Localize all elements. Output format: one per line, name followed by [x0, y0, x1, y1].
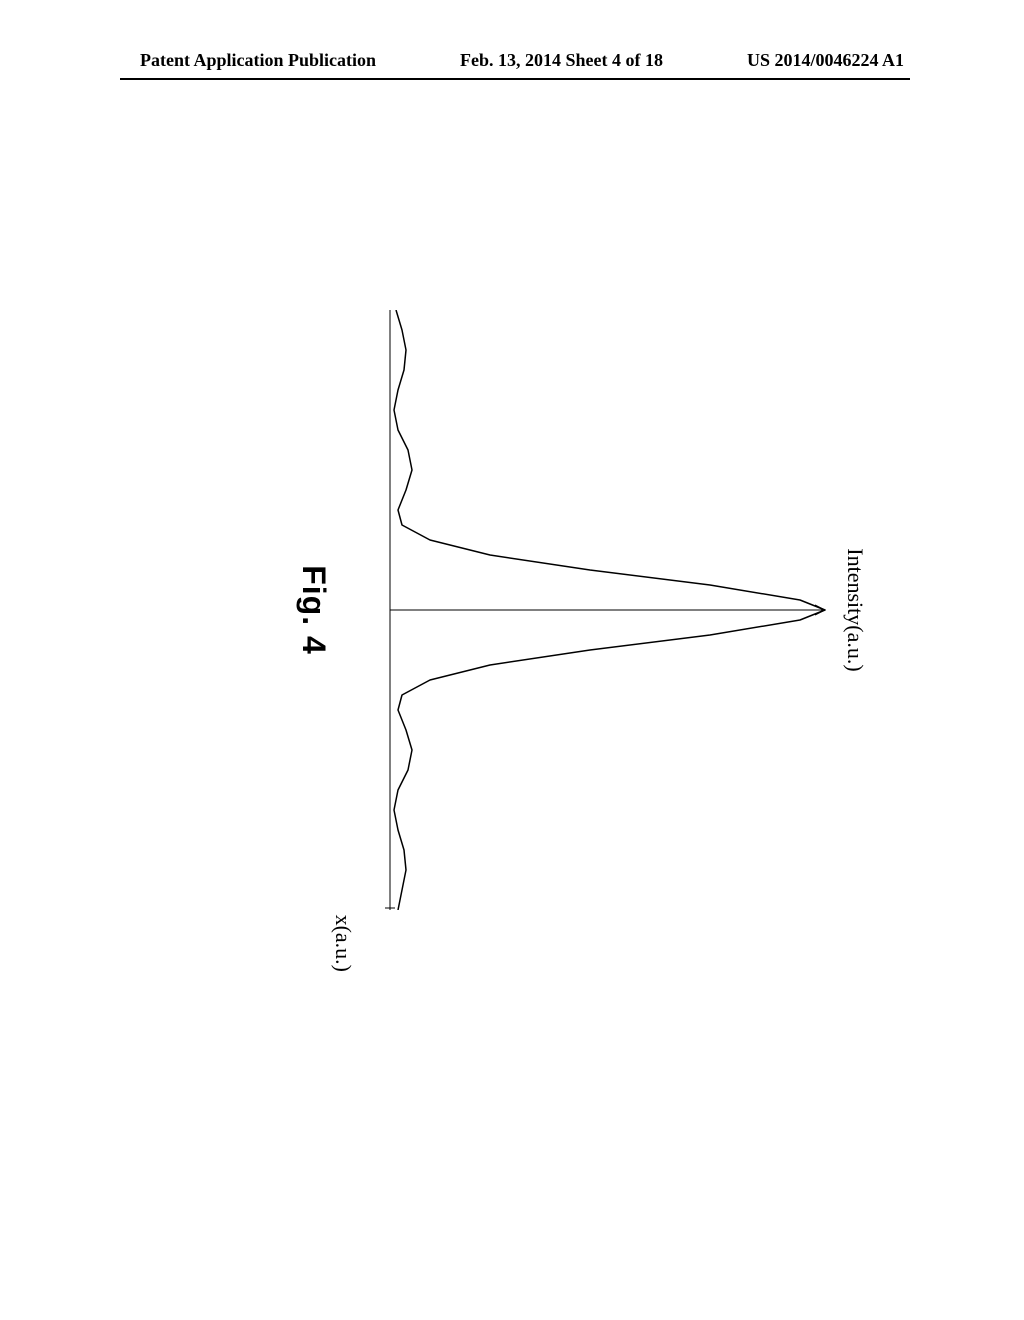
header-publication-type: Patent Application Publication [140, 50, 376, 71]
figure-number-label: Fig. 4 [295, 565, 332, 655]
header-publication-number: US 2014/0046224 A1 [747, 50, 904, 71]
header-date-sheet: Feb. 13, 2014 Sheet 4 of 18 [460, 50, 663, 71]
y-axis-label: Intensity(a.u.) [842, 548, 868, 671]
header-divider [120, 78, 910, 80]
figure-container: Intensity(a.u.) x(a.u.) Fig. 4 [140, 310, 860, 910]
x-axis-label: x(a.u.) [330, 915, 356, 972]
page-header: Patent Application Publication Feb. 13, … [0, 50, 1024, 71]
intensity-chart [360, 310, 860, 910]
